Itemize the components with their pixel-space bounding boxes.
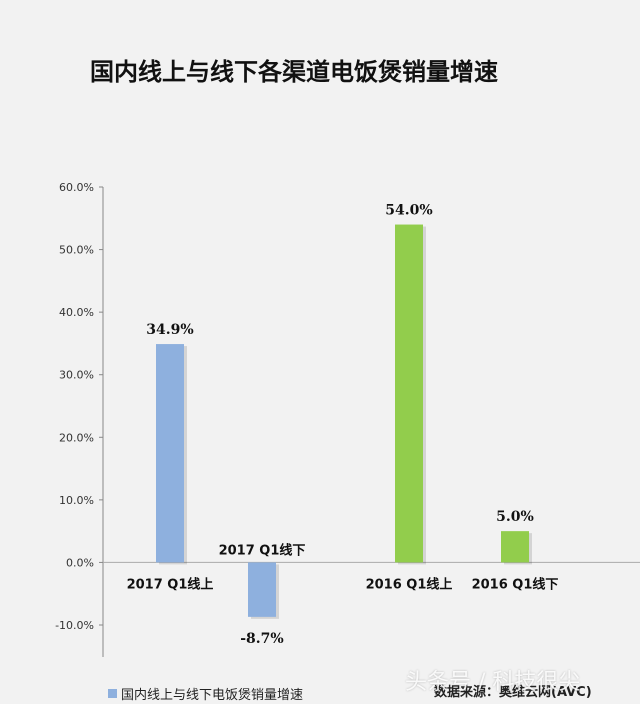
bar xyxy=(248,562,276,617)
data-label: -8.7% xyxy=(240,631,283,647)
y-tick-label: -10.0% xyxy=(55,619,94,632)
bar xyxy=(501,531,529,563)
category-label: 2016 Q1线上 xyxy=(366,576,453,592)
watermark: 头条号 / 科技很尖 xyxy=(405,670,581,695)
y-tick-label: 20.0% xyxy=(59,431,94,444)
y-tick-label: 10.0% xyxy=(59,494,94,507)
legend-swatch xyxy=(108,689,117,698)
y-tick-label: 30.0% xyxy=(59,369,94,382)
data-label: 54.0% xyxy=(385,203,432,219)
bar xyxy=(156,344,184,563)
legend: 国内线上与线下电饭煲销量增速 xyxy=(108,684,303,703)
chart-title: 国内线上与线下各渠道电饭煲销量增速 xyxy=(90,58,498,86)
category-label: 2017 Q1线下 xyxy=(219,542,306,558)
data-label: 5.0% xyxy=(496,509,534,525)
y-tick-label: 0.0% xyxy=(66,556,94,569)
legend-label: 国内线上与线下电饭煲销量增速 xyxy=(121,688,304,703)
y-tick-label: 60.0% xyxy=(59,181,94,194)
data-label: 34.9% xyxy=(146,322,193,338)
category-label: 2016 Q1线下 xyxy=(472,576,559,592)
data-source-note: 数据来源：奥维云网(AVC) xyxy=(434,685,592,700)
category-label: 2017 Q1线上 xyxy=(127,576,214,592)
bar xyxy=(395,224,423,563)
y-tick-label: 50.0% xyxy=(59,244,94,257)
y-tick-label: 40.0% xyxy=(59,306,94,319)
